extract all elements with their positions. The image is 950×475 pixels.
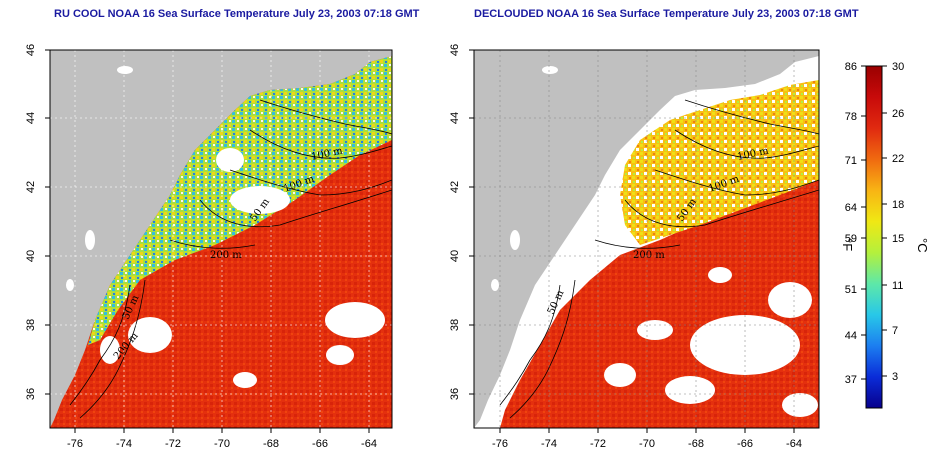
fahrenheit-unit-label: °F bbox=[840, 238, 855, 251]
lon-tick-label: -66 bbox=[737, 438, 753, 450]
left-axes: -76 -74 -72 -70 -68 -66 -64 46 44 42 40 … bbox=[25, 44, 377, 450]
celsius-tick-label: 22 bbox=[892, 153, 904, 165]
lat-tick-label: 40 bbox=[449, 250, 461, 262]
lat-tick-label: 36 bbox=[449, 388, 461, 400]
lon-tick-label: -64 bbox=[361, 438, 377, 450]
lat-tick-label: 38 bbox=[449, 319, 461, 331]
cool-sst-band bbox=[620, 80, 819, 245]
colorbar: 86 78 71 64 59 51 44 37 30 26 22 18 15 1… bbox=[840, 61, 930, 409]
left-panel-title: RU COOL NOAA 16 Sea Surface Temperature … bbox=[54, 8, 420, 20]
graticule bbox=[474, 50, 819, 428]
lon-tick-label: -76 bbox=[492, 438, 508, 450]
celsius-tick-label: 15 bbox=[892, 233, 904, 245]
left-map: 100 m 100 m 50 m 200 m 50 m 200 m bbox=[50, 50, 392, 428]
land-mass bbox=[474, 50, 819, 428]
lat-tick-label: 42 bbox=[449, 181, 461, 193]
fahrenheit-tick-label: 64 bbox=[845, 202, 857, 214]
fahrenheit-tick-label: 51 bbox=[845, 284, 857, 296]
celsius-tick-label: 7 bbox=[892, 325, 898, 337]
lon-tick-label: -72 bbox=[590, 438, 606, 450]
cloud-patches bbox=[100, 148, 385, 388]
lat-tick-label: 42 bbox=[25, 181, 37, 193]
celsius-unit-label: °C bbox=[915, 238, 930, 253]
lat-tick-label: 44 bbox=[449, 112, 461, 124]
celsius-tick-label: 11 bbox=[892, 280, 903, 292]
lat-tick-label: 36 bbox=[25, 388, 37, 400]
fahrenheit-tick-label: 86 bbox=[845, 61, 857, 73]
left-map-frame bbox=[49, 49, 393, 429]
celsius-tick-label: 18 bbox=[892, 199, 904, 211]
lon-tick-label: -74 bbox=[541, 438, 557, 450]
inland-water bbox=[491, 66, 558, 291]
lon-tick-label: -70 bbox=[214, 438, 230, 450]
lon-tick-label: -72 bbox=[165, 438, 181, 450]
contour-label: 200 m bbox=[633, 250, 665, 261]
isobath-contours bbox=[499, 99, 819, 419]
lon-tick-label: -64 bbox=[786, 438, 802, 450]
right-axes: -76 -74 -72 -70 -68 -66 -64 46 44 42 40 … bbox=[449, 44, 802, 450]
right-panel-title: DECLOUDED NOAA 16 Sea Surface Temperatur… bbox=[474, 8, 859, 20]
contour-label: 200 m bbox=[210, 250, 242, 261]
lat-tick-label: 46 bbox=[25, 44, 37, 56]
graticule bbox=[50, 50, 392, 428]
lon-tick-label: -66 bbox=[312, 438, 328, 450]
fahrenheit-tick-label: 59 bbox=[845, 233, 857, 245]
celsius-tick-label: 30 bbox=[892, 61, 904, 73]
celsius-tick-label: 26 bbox=[892, 108, 904, 120]
lon-tick-label: -76 bbox=[67, 438, 83, 450]
inland-water bbox=[66, 66, 133, 291]
colorbar-ticks bbox=[861, 65, 887, 380]
isobath-contours bbox=[69, 99, 392, 419]
lon-tick-label: -74 bbox=[116, 438, 132, 450]
land-mass bbox=[50, 50, 392, 428]
lat-tick-label: 38 bbox=[25, 319, 37, 331]
fahrenheit-tick-label: 44 bbox=[845, 330, 857, 342]
celsius-tick-label: 3 bbox=[892, 371, 898, 383]
lon-tick-label: -68 bbox=[263, 438, 279, 450]
lat-tick-label: 44 bbox=[25, 112, 37, 124]
right-map: 100 m 100 m 50 m 200 m 50 m bbox=[474, 50, 819, 428]
lon-tick-label: -68 bbox=[688, 438, 704, 450]
lat-tick-label: 40 bbox=[25, 250, 37, 262]
fahrenheit-tick-label: 78 bbox=[845, 111, 857, 123]
colorbar-scale bbox=[865, 65, 883, 409]
fahrenheit-tick-label: 37 bbox=[845, 374, 857, 386]
lat-tick-label: 46 bbox=[449, 44, 461, 56]
lon-tick-label: -70 bbox=[639, 438, 655, 450]
fahrenheit-tick-label: 71 bbox=[845, 155, 857, 167]
